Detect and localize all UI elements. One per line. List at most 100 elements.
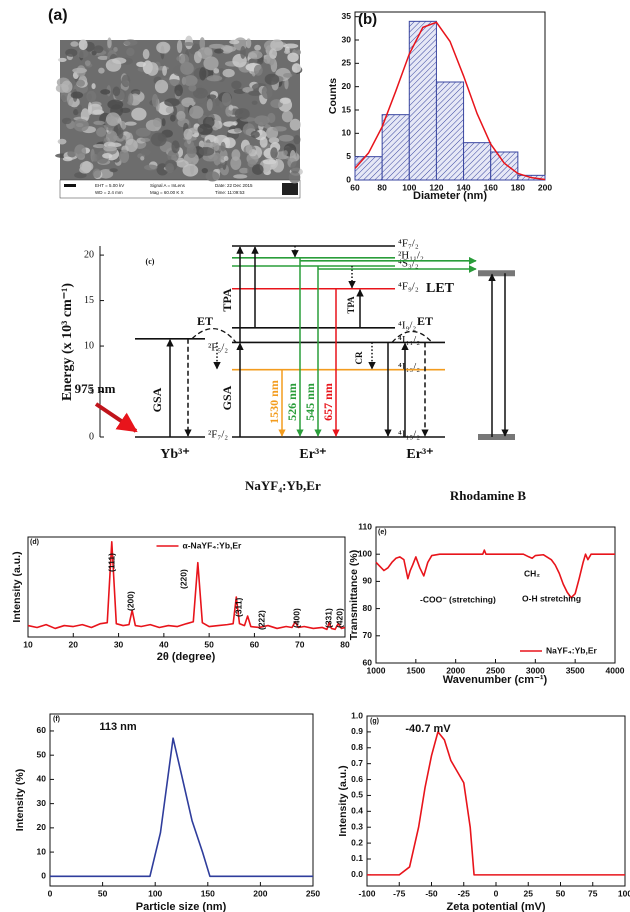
- sem-grain: [67, 149, 77, 158]
- sem-grain: [206, 98, 213, 111]
- sem-grain: [161, 118, 166, 127]
- excitation-arrow: [94, 402, 138, 433]
- sem-grain: [287, 52, 299, 63]
- sem-grain: [102, 153, 113, 159]
- emission-label: 657 nm: [321, 383, 335, 421]
- x-tick-label: 250: [306, 888, 320, 898]
- y-tick-label: 0.6: [351, 774, 363, 784]
- sem-grain: [170, 114, 176, 122]
- sem-grain: [281, 110, 293, 123]
- y-tick-label: 0.9: [351, 726, 363, 736]
- sem-grain: [193, 51, 202, 64]
- annotation: CH₂: [524, 568, 540, 578]
- annotation: 113 nm: [99, 721, 137, 733]
- sem-grain: [150, 132, 167, 147]
- y-axis-label: Transmittance (%): [348, 550, 360, 640]
- x-tick-label: 40: [159, 639, 169, 649]
- y-tick-label: 10: [37, 846, 47, 856]
- sem-grain: [176, 159, 189, 168]
- x-tick-label: 75: [588, 888, 598, 898]
- y-tick-label: 5: [89, 386, 94, 397]
- sem-grain: [270, 147, 278, 159]
- x-tick-label: 200: [538, 182, 552, 192]
- sem-grain: [199, 37, 206, 50]
- bar: [490, 151, 519, 181]
- diagram-label: CR: [354, 351, 364, 364]
- sem-grain: [65, 48, 78, 57]
- sem-grain: [221, 92, 232, 107]
- sem-info-bar: [59, 179, 301, 199]
- sem-grain: [269, 48, 278, 59]
- sem-grain: [127, 93, 134, 106]
- diagram-label: ET: [417, 314, 433, 328]
- diagram-label: GSA: [150, 387, 164, 412]
- level-label: ²F₇/₂: [208, 429, 228, 441]
- sem-grain: [234, 127, 242, 133]
- legend-label: α-NaYF₄:Yb,Er: [183, 540, 243, 550]
- sem-grain: [77, 104, 83, 114]
- et-curve: [191, 328, 237, 343]
- x-tick-label: 25: [524, 888, 534, 898]
- y-tick-label: 0.2: [351, 837, 363, 847]
- x-tick-label: 2000: [446, 665, 465, 675]
- panel-label: (b): [358, 11, 377, 28]
- annotation: O-H stretching: [522, 593, 581, 603]
- x-tick-label: 10: [23, 639, 33, 649]
- sem-grain: [291, 63, 302, 73]
- y-axis-label: Intensity (a.u.): [337, 765, 349, 836]
- level-label: ²F₅/₂: [208, 341, 228, 353]
- level-label: ⁴I₁₅/₂: [398, 429, 420, 441]
- x-tick-label: 200: [253, 888, 267, 898]
- y-tick-label: 110: [358, 521, 372, 531]
- x-tick-label: 1500: [406, 665, 425, 675]
- sem-grain: [293, 134, 301, 145]
- y-axis-label: Counts: [327, 78, 339, 114]
- series-line: [50, 737, 313, 878]
- sem-grain: [283, 43, 299, 49]
- sem-grain: [123, 39, 138, 46]
- sem-grain: [140, 156, 145, 161]
- sem-grain: [72, 67, 88, 74]
- y-tick-label: 60: [363, 657, 373, 667]
- sem-grain: [183, 128, 193, 140]
- sem-grain: [229, 39, 240, 45]
- sem-grain: [176, 39, 183, 54]
- x-tick-label: 50: [556, 888, 566, 898]
- level-label: ²H₁₁/₂: [398, 249, 424, 261]
- sem-grain: [113, 47, 118, 52]
- sem-grain: [96, 127, 107, 137]
- sem-grain: [252, 164, 264, 175]
- diagram-label: (c): [146, 257, 155, 266]
- sem-info: WD = 2.4 mm: [95, 190, 123, 195]
- sem-grain: [219, 102, 224, 108]
- x-tick-label: 100: [402, 182, 416, 192]
- sem-grain: [201, 167, 208, 174]
- sem-grain: [171, 140, 180, 154]
- sem-grain: [180, 61, 194, 75]
- bar: [463, 142, 492, 181]
- sem-grain: [61, 117, 72, 125]
- sem-grain: [284, 78, 289, 90]
- sem-info: Time: 11:09:53: [215, 190, 245, 195]
- sem-grain: [283, 49, 291, 55]
- y-tick-label: 50: [37, 749, 47, 759]
- emission-label: 1530 nm: [267, 380, 281, 424]
- y-tick-label: 90: [363, 576, 373, 586]
- y-tick-label: 60: [37, 725, 47, 735]
- sem-grain: [213, 68, 220, 74]
- sem-grain: [220, 141, 226, 152]
- sem-grain: [61, 80, 73, 93]
- annotation: (222): [256, 610, 266, 630]
- x-tick-label: 1000: [367, 665, 386, 675]
- diagram-label: TPA: [346, 296, 356, 314]
- sem-grain: [126, 47, 135, 57]
- diagram-label: Yb³⁺: [160, 447, 189, 462]
- energy-diagram: 0 5 10 15 20 Energy (x 10³ cm⁻¹) ²F₇/₂ ²F₅/₂ ⁴I₁…: [60, 238, 526, 503]
- sem-grain: [202, 116, 215, 128]
- sem-grain: [248, 50, 263, 60]
- plot-frame: [49, 713, 314, 887]
- bar: [435, 81, 465, 181]
- x-axis-label: Particle size (nm): [136, 901, 227, 912]
- y-tick-label: 0.8: [351, 742, 363, 752]
